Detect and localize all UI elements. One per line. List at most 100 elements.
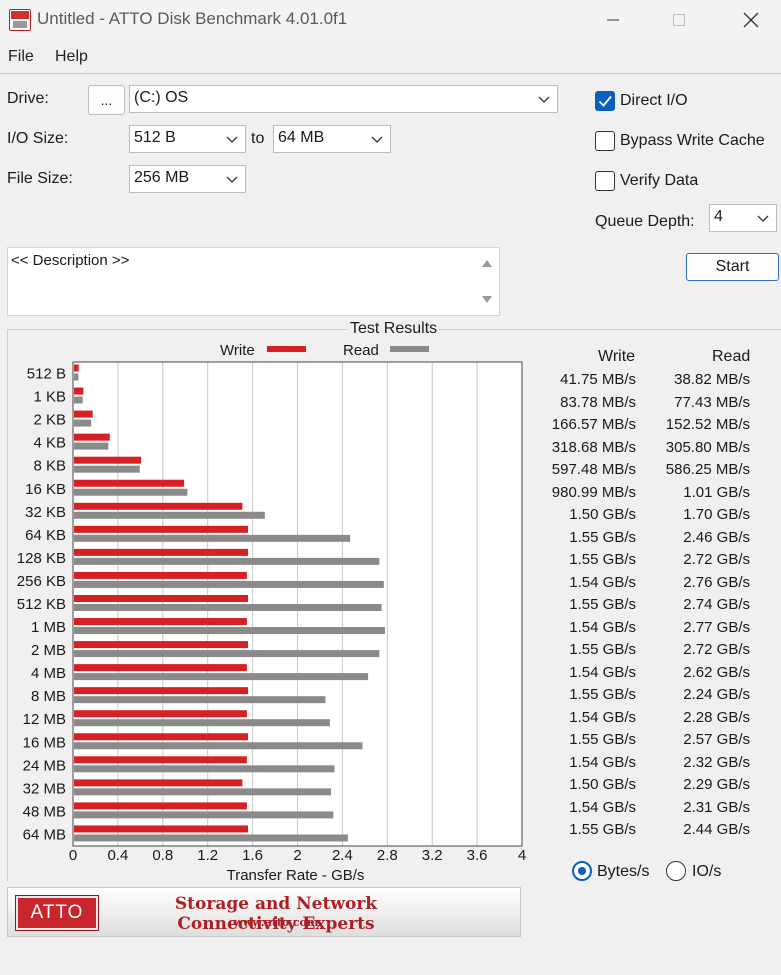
read-value: 2.77 GB/s: [683, 618, 750, 636]
read-value: 2.28 GB/s: [683, 708, 750, 726]
write-bar: [74, 456, 142, 464]
read-value: 2.24 GB/s: [683, 686, 750, 703]
drive-label: Drive:: [7, 90, 49, 107]
legend-write-swatch: [267, 346, 306, 352]
atto-banner[interactable]: ATTO Storage and Network Connectivity Ex…: [7, 887, 521, 937]
bypass-write-cache-checkbox[interactable]: [595, 131, 615, 151]
minimize-icon: [607, 19, 619, 21]
write-value: 1.55 GB/s: [569, 641, 636, 658]
atto-logo: ATTO: [15, 895, 99, 931]
menu-help[interactable]: Help: [55, 48, 88, 65]
write-value: 1.54 GB/s: [569, 573, 636, 591]
category-label: 512 KB: [17, 596, 66, 613]
queue-depth-value: 4: [714, 208, 723, 225]
category-label: 16 KB: [25, 481, 66, 498]
read-bar: [74, 511, 265, 519]
bytes-per-second-label: Bytes/s: [597, 863, 650, 880]
x-tick-label: 3.2: [422, 847, 443, 864]
description-textbox[interactable]: << Description >>: [7, 247, 500, 316]
read-value: 2.72 GB/s: [683, 641, 750, 658]
write-value: 41.75 MB/s: [560, 371, 636, 388]
browse-drive-button[interactable]: ...: [88, 85, 125, 115]
atto-app-icon: [9, 9, 31, 31]
write-bar: [74, 664, 247, 672]
file-size-value: 256 MB: [134, 169, 190, 186]
io-size-from-select[interactable]: 512 B: [129, 125, 246, 153]
legend-read-swatch: [390, 346, 429, 352]
io-size-to-select[interactable]: 64 MB: [273, 125, 391, 153]
start-button[interactable]: Start: [686, 253, 779, 281]
read-value: 77.43 MB/s: [674, 393, 750, 411]
drive-select[interactable]: (C:) OS: [129, 85, 558, 113]
title-bar: Untitled - ATTO Disk Benchmark 4.01.0f1: [0, 0, 781, 40]
minimize-button[interactable]: [590, 0, 636, 40]
write-value: 1.55 GB/s: [569, 596, 636, 613]
read-bar: [74, 534, 351, 542]
io-size-label: I/O Size:: [7, 130, 69, 147]
x-tick-label: 2.4: [332, 847, 353, 864]
category-label: 16 MB: [23, 734, 66, 751]
io-per-second-label: IO/s: [692, 863, 722, 880]
read-bar: [74, 442, 109, 450]
read-bar: [74, 488, 188, 496]
read-value: 38.82 MB/s: [674, 371, 750, 388]
queue-depth-select[interactable]: 4: [709, 204, 777, 232]
read-value: 2.74 GB/s: [683, 596, 750, 613]
write-value: 1.54 GB/s: [569, 753, 636, 771]
category-label: 8 KB: [33, 458, 66, 475]
maximize-button[interactable]: [656, 0, 702, 40]
read-bar: [74, 373, 79, 381]
plot-border: [72, 361, 523, 847]
direct-io-checkbox[interactable]: [595, 91, 615, 111]
write-bar: [74, 641, 248, 649]
write-bar: [74, 571, 247, 579]
category-label: 12 MB: [23, 711, 66, 728]
scroll-up-icon[interactable]: [481, 258, 493, 268]
category-label: 64 MB: [23, 826, 66, 843]
menu-file[interactable]: File: [8, 48, 34, 65]
chevron-down-icon: [757, 215, 769, 222]
verify-data-checkbox[interactable]: [595, 171, 615, 191]
write-bar: [74, 525, 248, 533]
write-bar: [74, 387, 84, 395]
write-bar: [74, 618, 247, 626]
file-size-select[interactable]: 256 MB: [129, 165, 246, 193]
write-value: 1.50 GB/s: [569, 776, 636, 793]
category-label: 8 MB: [31, 688, 66, 705]
read-bar: [74, 696, 326, 704]
category-label: 64 KB: [25, 527, 66, 544]
write-bar: [74, 802, 247, 810]
scroll-down-icon[interactable]: [481, 295, 493, 305]
write-column-header: Write: [598, 348, 636, 365]
read-bar: [74, 396, 83, 404]
write-bar: [74, 756, 247, 764]
write-bar: [74, 364, 79, 372]
category-label: 32 KB: [25, 504, 66, 521]
io-per-second-radio[interactable]: [666, 861, 686, 881]
write-value: 1.54 GB/s: [569, 618, 636, 636]
category-label: 24 MB: [23, 757, 66, 774]
close-button[interactable]: [728, 0, 774, 40]
read-bar: [74, 627, 385, 635]
write-bar: [74, 548, 248, 556]
category-label: 48 MB: [23, 803, 66, 820]
read-column-header: Read: [712, 348, 751, 365]
window-title: Untitled - ATTO Disk Benchmark 4.01.0f1: [37, 9, 348, 28]
bypass-write-cache-label: Bypass Write Cache: [620, 132, 765, 149]
bytes-per-second-radio[interactable]: [572, 861, 592, 881]
write-value: 980.99 MB/s: [551, 483, 636, 501]
menu-bar: File Help: [0, 40, 781, 74]
write-bar: [74, 710, 247, 718]
x-tick-label: 0.8: [152, 847, 173, 864]
read-value: 2.31 GB/s: [683, 798, 750, 816]
write-value: 1.55 GB/s: [569, 821, 636, 838]
read-bar: [74, 650, 380, 658]
close-icon: [743, 12, 759, 28]
read-bar: [74, 788, 332, 796]
read-bar: [74, 719, 330, 727]
write-value: 1.54 GB/s: [569, 663, 636, 681]
read-value: 2.29 GB/s: [683, 776, 750, 793]
category-label: 2 MB: [31, 642, 66, 659]
io-size-from-value: 512 B: [134, 129, 176, 146]
read-bar: [74, 765, 335, 773]
